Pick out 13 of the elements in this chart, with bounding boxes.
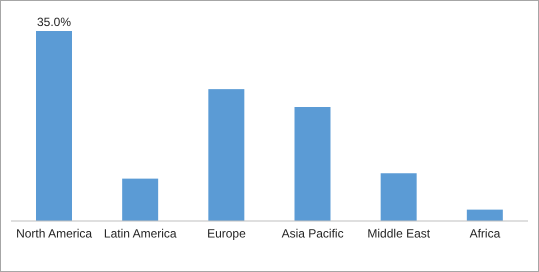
bar (294, 107, 330, 221)
bar (380, 173, 417, 221)
bar (36, 31, 72, 221)
x-tick-label: Asia Pacific (282, 226, 344, 241)
x-tick-label: Europe (207, 226, 246, 241)
bar (466, 210, 503, 221)
bar (122, 178, 158, 221)
x-tick-label: North America (16, 226, 92, 241)
x-tick-label: Latin America (104, 226, 177, 241)
x-tick-label: Middle East (367, 226, 431, 241)
data-label: 35.0% (36, 15, 72, 29)
x-tick-label: Africa (470, 226, 501, 241)
bar (208, 89, 244, 221)
